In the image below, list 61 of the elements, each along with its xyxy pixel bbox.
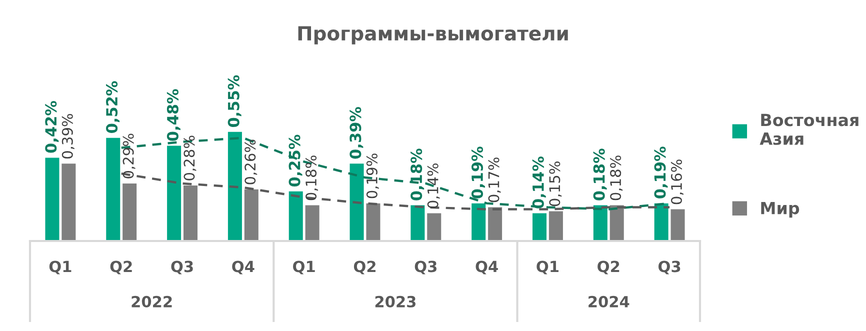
x-tick-label: Q4 xyxy=(476,260,498,274)
data-label: 0,25% xyxy=(288,134,302,187)
data-label: 0,52% xyxy=(106,81,120,133)
legend-label: Восточная Азия xyxy=(760,114,858,145)
bar xyxy=(532,213,547,241)
bar xyxy=(183,185,198,241)
data-label: 0,42% xyxy=(45,101,59,153)
bar xyxy=(305,205,320,241)
data-label: 0,39% xyxy=(62,114,74,159)
bar xyxy=(593,205,608,241)
data-label: 0,29% xyxy=(122,134,136,178)
x-tick-label: Q1 xyxy=(49,260,72,274)
bar xyxy=(654,203,668,241)
x-tick-label: Q1 xyxy=(293,260,315,274)
chart-title: Программы-вымогатели xyxy=(298,26,568,44)
x-tick-label: Q2 xyxy=(110,260,132,274)
text: 2024 xyxy=(588,296,630,308)
bar xyxy=(45,158,60,241)
bar xyxy=(548,211,563,241)
data-label: 0,39% xyxy=(350,106,364,159)
data-label: 0,19% xyxy=(366,154,379,198)
data-label: 0,19% xyxy=(654,146,668,198)
bar xyxy=(167,146,182,241)
data-label: 0,18% xyxy=(306,156,318,200)
data-label: 0,18% xyxy=(410,148,424,200)
x-tick-label: Q2 xyxy=(598,260,620,274)
bar xyxy=(610,205,624,241)
bar xyxy=(427,213,442,241)
x-tick-label: Q3 xyxy=(414,260,436,274)
bar xyxy=(288,191,303,241)
x-tick-label: Q3 xyxy=(171,260,193,274)
data-label: 0,28% xyxy=(184,136,196,180)
x-tick-label: Q1 xyxy=(536,260,558,274)
bar xyxy=(228,132,242,241)
bar xyxy=(670,209,685,241)
text: 2022 xyxy=(132,296,172,308)
data-label: 0,18% xyxy=(610,156,623,200)
data-label: 0,48% xyxy=(166,89,180,141)
x-tick-label: Q4 xyxy=(232,260,254,274)
bar xyxy=(62,164,76,241)
x-tick-label: Q3 xyxy=(658,260,680,274)
bar xyxy=(350,164,364,241)
text: 2023 xyxy=(375,296,416,308)
data-label: 0,14% xyxy=(532,156,546,208)
data-label: 0,14% xyxy=(427,164,440,208)
x-tick-label: Q2 xyxy=(354,260,376,274)
bar xyxy=(410,205,425,241)
legend-label: Мир xyxy=(761,202,800,218)
bar xyxy=(244,189,258,241)
data-label: 0,16% xyxy=(670,160,684,204)
bar xyxy=(488,207,502,241)
bar xyxy=(122,183,137,241)
bar xyxy=(366,203,380,241)
bar xyxy=(106,138,120,241)
data-label: 0,15% xyxy=(549,162,562,206)
data-label: 0,55% xyxy=(228,75,242,128)
data-label: 0,26% xyxy=(244,140,258,184)
data-label: 0,17% xyxy=(488,158,501,202)
bar xyxy=(472,203,486,241)
data-label: 0,19% xyxy=(471,146,485,198)
data-label: 0,18% xyxy=(593,148,607,200)
